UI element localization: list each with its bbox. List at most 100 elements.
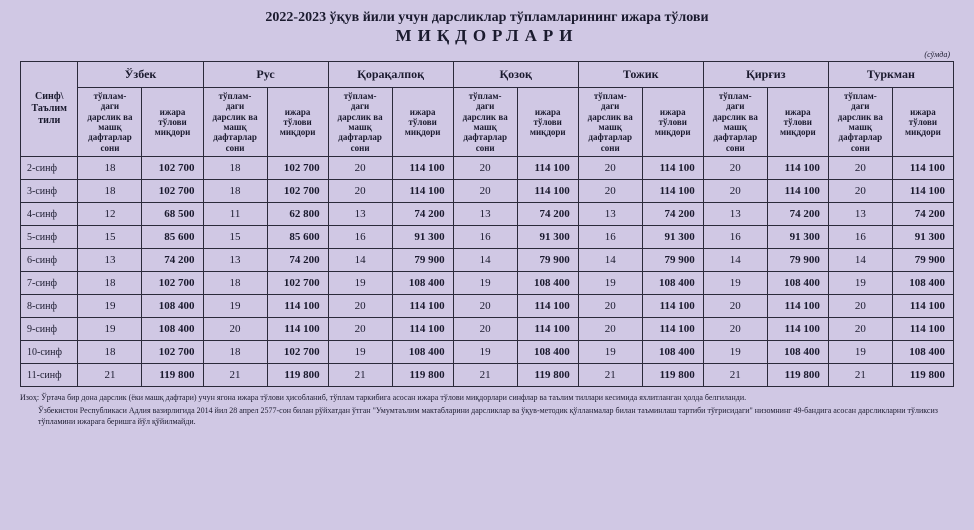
cell-count: 12: [78, 203, 142, 226]
cell-amount: 119 800: [142, 364, 203, 387]
row-label-1: 3-синф: [21, 180, 78, 203]
cell-amount: 108 400: [642, 272, 703, 295]
cell-count: 19: [78, 318, 142, 341]
sub-header-amount-3: ижаратўловимиқдори: [517, 88, 578, 157]
cell-amount: 79 900: [517, 249, 578, 272]
row-label-4: 6-синф: [21, 249, 78, 272]
cell-count: 19: [828, 272, 892, 295]
cell-amount: 114 100: [767, 157, 828, 180]
cell-count: 18: [78, 272, 142, 295]
lang-header-5: Қирғиз: [703, 62, 828, 88]
cell-amount: 119 800: [642, 364, 703, 387]
cell-count: 20: [703, 318, 767, 341]
cell-amount: 114 100: [517, 157, 578, 180]
cell-amount: 62 800: [267, 203, 328, 226]
cell-amount: 74 200: [517, 203, 578, 226]
cell-amount: 108 400: [392, 341, 453, 364]
cell-amount: 114 100: [392, 180, 453, 203]
cell-count: 20: [828, 295, 892, 318]
cell-count: 15: [203, 226, 267, 249]
cell-amount: 102 700: [267, 341, 328, 364]
row-label-3: 5-синф: [21, 226, 78, 249]
cell-count: 14: [578, 249, 642, 272]
cell-amount: 114 100: [392, 295, 453, 318]
cell-amount: 114 100: [642, 318, 703, 341]
cell-count: 21: [578, 364, 642, 387]
cell-count: 16: [453, 226, 517, 249]
cell-amount: 114 100: [267, 318, 328, 341]
page-subtitle: МИҚДОРЛАРИ: [20, 26, 954, 46]
cell-amount: 74 200: [642, 203, 703, 226]
cell-count: 14: [453, 249, 517, 272]
cell-amount: 79 900: [642, 249, 703, 272]
cell-amount: 79 900: [392, 249, 453, 272]
cell-amount: 108 400: [767, 272, 828, 295]
cell-count: 20: [828, 157, 892, 180]
cell-amount: 91 300: [767, 226, 828, 249]
cell-amount: 108 400: [767, 341, 828, 364]
row-label-9: 11-синф: [21, 364, 78, 387]
sub-header-amount-2: ижаратўловимиқдори: [392, 88, 453, 157]
cell-count: 18: [78, 157, 142, 180]
cell-amount: 108 400: [392, 272, 453, 295]
cell-count: 19: [203, 295, 267, 318]
cell-amount: 114 100: [642, 180, 703, 203]
cell-amount: 119 800: [267, 364, 328, 387]
table-body: 2-синф18102 70018102 70020114 10020114 1…: [21, 157, 954, 387]
cell-count: 14: [828, 249, 892, 272]
cell-amount: 74 200: [767, 203, 828, 226]
cell-count: 19: [453, 272, 517, 295]
cell-count: 11: [203, 203, 267, 226]
cell-count: 14: [328, 249, 392, 272]
row-label-2: 4-синф: [21, 203, 78, 226]
cell-count: 19: [578, 341, 642, 364]
footnote-1: Изоҳ: Ўртача бир дона дарслик (ёки машқ …: [20, 393, 954, 404]
cell-count: 18: [203, 272, 267, 295]
lang-header-6: Туркман: [828, 62, 953, 88]
cell-count: 19: [328, 341, 392, 364]
cell-count: 14: [703, 249, 767, 272]
cell-count: 20: [328, 180, 392, 203]
cell-amount: 108 400: [517, 341, 578, 364]
cell-count: 20: [328, 318, 392, 341]
sub-header-count-2: тўплам-дагидарслик вамашқдафтарларсони: [328, 88, 392, 157]
cell-count: 20: [328, 157, 392, 180]
cell-amount: 91 300: [517, 226, 578, 249]
cell-count: 20: [703, 157, 767, 180]
cell-amount: 108 400: [892, 341, 953, 364]
cell-amount: 102 700: [267, 180, 328, 203]
cell-amount: 74 200: [142, 249, 203, 272]
row-header: Синф\Таълимтили: [21, 62, 78, 157]
cell-count: 21: [78, 364, 142, 387]
cell-amount: 114 100: [517, 295, 578, 318]
cell-amount: 74 200: [892, 203, 953, 226]
sub-header-count-6: тўплам-дагидарслик вамашқдафтарларсони: [828, 88, 892, 157]
page-title: 2022-2023 ўқув йили учун дарсликлар тўпл…: [20, 10, 954, 26]
cell-amount: 108 400: [642, 341, 703, 364]
cell-count: 13: [203, 249, 267, 272]
sub-header-count-5: тўплам-дагидарслик вамашқдафтарларсони: [703, 88, 767, 157]
table-head: Синф\ТаълимтилиЎзбекРусҚорақалпоқҚозоқТо…: [21, 62, 954, 157]
cell-amount: 119 800: [767, 364, 828, 387]
cell-amount: 91 300: [642, 226, 703, 249]
sub-header-amount-5: ижаратўловимиқдори: [767, 88, 828, 157]
cell-count: 19: [328, 272, 392, 295]
cell-amount: 114 100: [392, 157, 453, 180]
sub-header-amount-4: ижаратўловимиқдори: [642, 88, 703, 157]
cell-amount: 85 600: [142, 226, 203, 249]
cell-count: 15: [78, 226, 142, 249]
sub-header-count-1: тўплам-дагидарслик вамашқдафтарларсони: [203, 88, 267, 157]
cell-amount: 114 100: [767, 180, 828, 203]
cell-amount: 102 700: [142, 272, 203, 295]
rates-table: Синф\ТаълимтилиЎзбекРусҚорақалпоқҚозоқТо…: [20, 61, 954, 387]
cell-amount: 114 100: [642, 157, 703, 180]
table-row: 3-синф18102 70018102 70020114 10020114 1…: [21, 180, 954, 203]
cell-amount: 68 500: [142, 203, 203, 226]
cell-count: 16: [703, 226, 767, 249]
cell-count: 19: [453, 341, 517, 364]
cell-count: 13: [453, 203, 517, 226]
cell-amount: 114 100: [392, 318, 453, 341]
cell-amount: 102 700: [142, 180, 203, 203]
cell-count: 19: [703, 341, 767, 364]
lang-header-1: Рус: [203, 62, 328, 88]
